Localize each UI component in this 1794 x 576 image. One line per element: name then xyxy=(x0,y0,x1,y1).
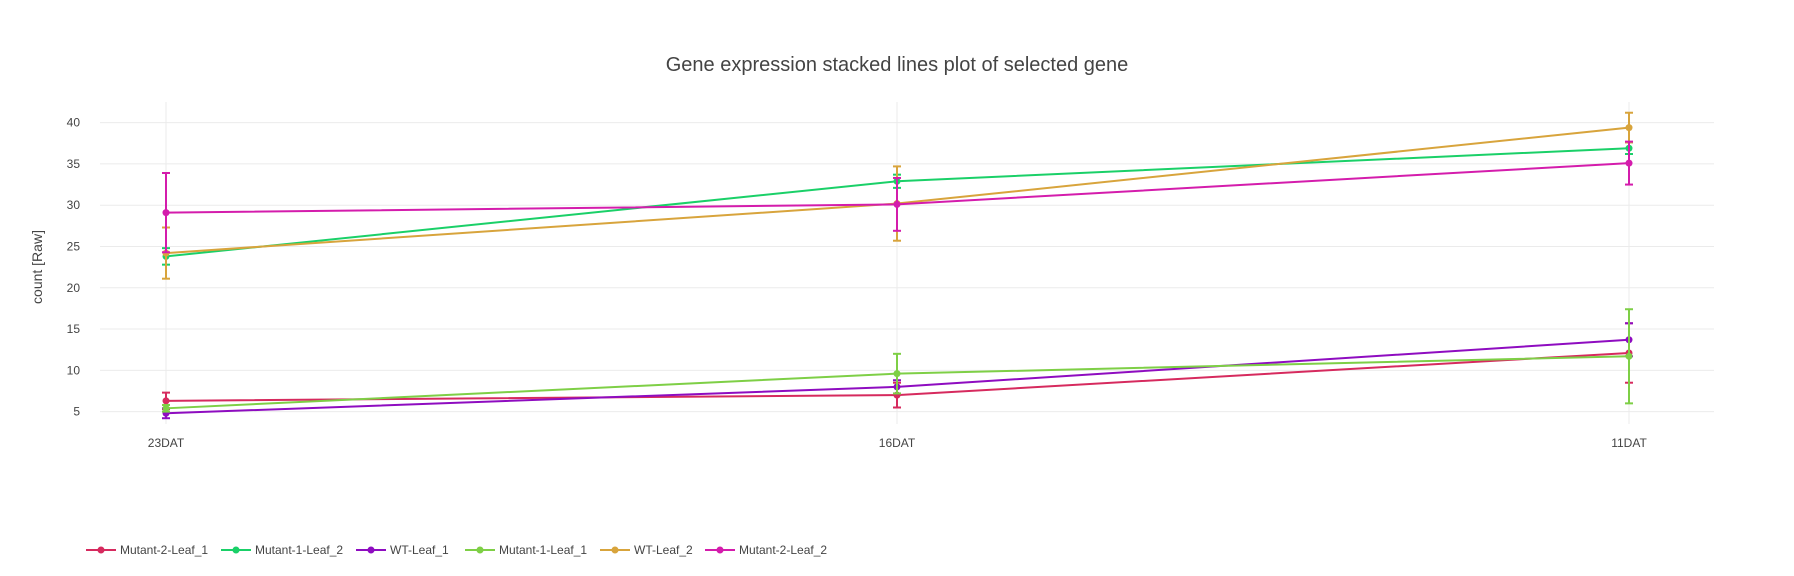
legend-item[interactable]: Mutant-1-Leaf_2 xyxy=(221,543,343,557)
data-point[interactable] xyxy=(162,209,170,217)
legend: Mutant-2-Leaf_1 Mutant-1-Leaf_2 WT-Leaf_1 M… xyxy=(86,543,827,557)
data-point[interactable] xyxy=(162,404,170,412)
y-tick-label: 25 xyxy=(67,239,81,253)
legend-label: Mutant-1-Leaf_2 xyxy=(255,543,343,557)
y-tick-label: 30 xyxy=(67,198,81,212)
y-tick-label: 5 xyxy=(73,405,80,419)
x-tick-label: 23DAT xyxy=(148,436,185,450)
data-point[interactable] xyxy=(162,397,170,405)
data-point[interactable] xyxy=(893,370,901,378)
series-layer xyxy=(162,111,1633,420)
data-point[interactable] xyxy=(893,200,901,208)
chart-title: Gene expression stacked lines plot of se… xyxy=(666,54,1129,76)
series-mutant-2-leaf_2 xyxy=(162,140,1633,254)
grid-layer xyxy=(100,102,1714,424)
legend-swatch-marker xyxy=(476,546,484,554)
y-tick-label: 40 xyxy=(67,116,81,130)
data-point[interactable] xyxy=(1625,352,1633,360)
x-tick-label: 11DAT xyxy=(1611,436,1647,450)
data-point[interactable] xyxy=(1625,124,1633,132)
legend-label: Mutant-2-Leaf_1 xyxy=(120,543,208,557)
legend-label: WT-Leaf_2 xyxy=(634,543,693,557)
series-mutant-1-leaf_1 xyxy=(162,308,1633,413)
y-tick-label: 10 xyxy=(67,363,81,377)
legend-item[interactable]: Mutant-2-Leaf_2 xyxy=(705,543,827,557)
y-tick-label: 35 xyxy=(67,157,81,171)
legend-swatch-marker xyxy=(367,546,375,554)
legend-swatch-marker xyxy=(97,546,105,554)
x-axis-ticks: 23DAT 16DAT 11DAT xyxy=(148,436,1648,450)
y-tick-label: 20 xyxy=(67,281,81,295)
legend-item[interactable]: WT-Leaf_2 xyxy=(600,543,693,557)
legend-label: Mutant-1-Leaf_1 xyxy=(499,543,587,557)
legend-item[interactable]: Mutant-2-Leaf_1 xyxy=(86,543,208,557)
legend-swatch-marker xyxy=(611,546,619,554)
legend-item[interactable]: WT-Leaf_1 xyxy=(356,543,449,557)
y-axis-label: count [Raw] xyxy=(29,230,45,304)
data-point[interactable] xyxy=(1625,159,1633,167)
x-tick-label: 16DAT xyxy=(879,436,916,450)
legend-label: Mutant-2-Leaf_2 xyxy=(739,543,827,557)
y-axis-ticks: 5 10 15 20 25 30 35 40 xyxy=(67,116,81,419)
y-tick-label: 15 xyxy=(67,322,81,336)
legend-swatch-marker xyxy=(232,546,240,554)
legend-label: WT-Leaf_1 xyxy=(390,543,449,557)
legend-swatch-marker xyxy=(716,546,724,554)
legend-item[interactable]: Mutant-1-Leaf_1 xyxy=(465,543,587,557)
